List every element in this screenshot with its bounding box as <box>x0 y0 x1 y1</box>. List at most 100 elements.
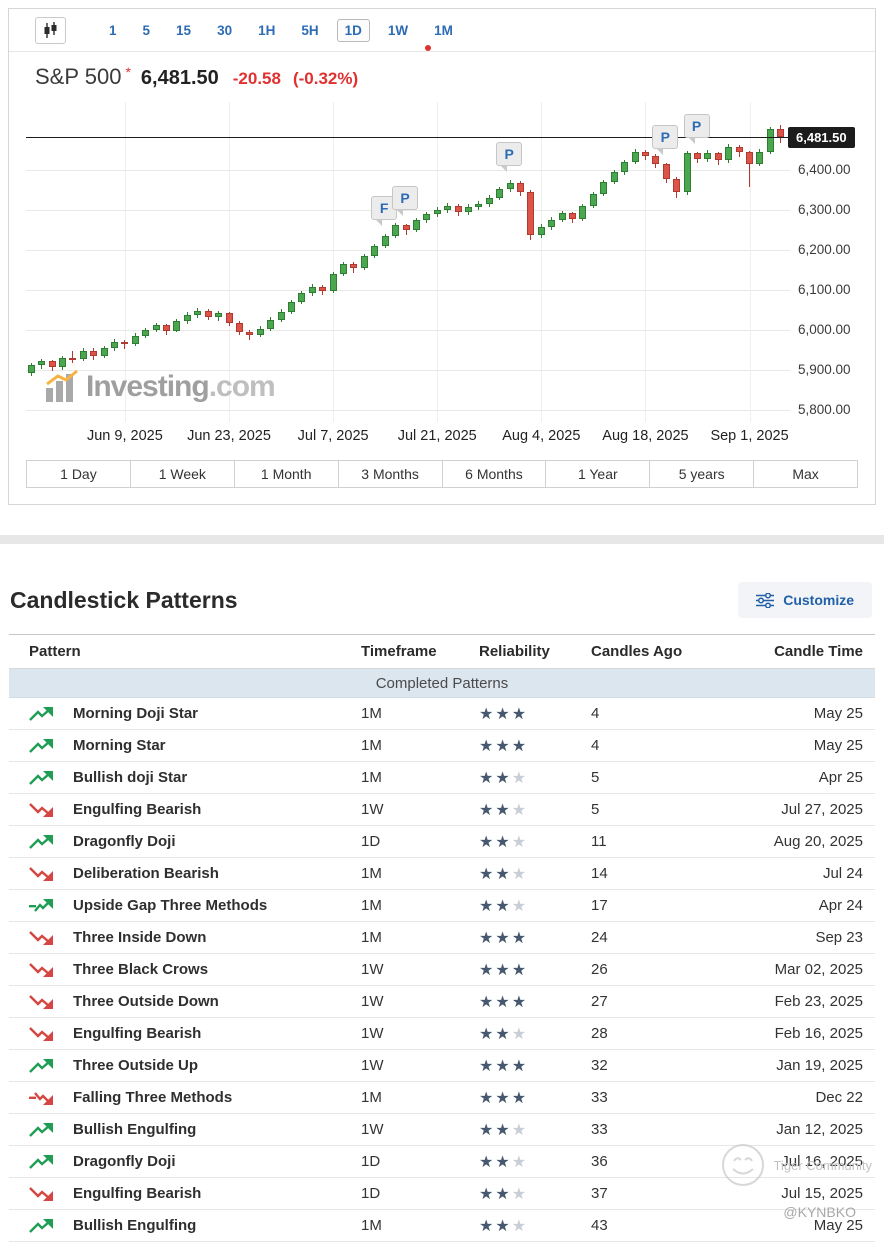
pattern-row[interactable]: Engulfing Bearish 1W ★★★ 28 Feb 16, 2025 <box>9 1018 875 1050</box>
candle-body <box>485 198 493 204</box>
pattern-flag-p[interactable]: P <box>652 124 679 155</box>
range-3-months[interactable]: 3 Months <box>337 460 443 488</box>
star-icon: ★ <box>479 961 496 979</box>
candle-body <box>267 319 275 330</box>
range-1-month[interactable]: 1 Month <box>233 460 339 488</box>
star-icon: ★ <box>495 897 512 915</box>
price-axis-label: 6,100.00 <box>798 282 851 297</box>
interval-1d[interactable]: 1D <box>336 18 370 42</box>
investing-watermark: Investing .com <box>44 370 276 404</box>
interval-5h[interactable]: 5H <box>301 22 319 38</box>
pattern-flag-p[interactable]: P <box>496 141 523 172</box>
pattern-row[interactable]: Engulfing Bearish 1W ★★★ 5 Jul 27, 2025 <box>9 794 875 826</box>
candle-body <box>183 314 191 322</box>
pattern-row[interactable]: Falling Three Methods 1M ★★★ 33 Dec 22 <box>9 1082 875 1114</box>
star-icon: ★ <box>479 737 496 755</box>
pattern-row[interactable]: Three Inside Down 1M ★★★ 24 Sep 23 <box>9 922 875 954</box>
interval-15[interactable]: 15 <box>176 22 192 38</box>
pattern-row[interactable]: Three Black Crows 1W ★★★ 26 Mar 02, 2025 <box>9 954 875 986</box>
candle-body <box>69 358 77 360</box>
pattern-name[interactable]: Dragonfly Doji <box>73 833 176 850</box>
interval-1w[interactable]: 1W <box>387 22 409 38</box>
pattern-name[interactable]: Three Black Crows <box>73 961 209 978</box>
pattern-timeframe: 1W <box>361 1121 384 1138</box>
pattern-name[interactable]: Bullish Engulfing <box>73 1121 197 1138</box>
candle-time: Jul 27, 2025 <box>781 801 863 818</box>
candle-body <box>58 358 66 367</box>
candle-body <box>641 151 649 156</box>
interval-list: 1 5 15 30 1H 5H 1D 1W 1M <box>96 18 466 42</box>
pattern-name[interactable]: Bullish Engulfing <box>73 1217 197 1234</box>
pattern-flag-p[interactable]: P <box>683 113 710 144</box>
pattern-row[interactable]: Bullish Engulfing 1M ★★★ 43 May 25 <box>9 1210 875 1242</box>
pattern-row[interactable]: Three Outside Up 1W ★★★ 32 Jan 19, 2025 <box>9 1050 875 1082</box>
pattern-name[interactable]: Engulfing Bearish <box>73 1185 202 1202</box>
candles-ago: 36 <box>591 1153 608 1170</box>
customize-button[interactable]: Customize <box>738 582 872 618</box>
candle-body <box>350 264 358 268</box>
date-axis-label: Aug 4, 2025 <box>502 428 581 444</box>
candles-ago: 37 <box>591 1185 608 1202</box>
interval-5[interactable]: 5 <box>142 22 151 38</box>
pattern-name[interactable]: Engulfing Bearish <box>73 801 202 818</box>
pattern-row[interactable]: Morning Doji Star 1M ★★★ 4 May 25 <box>9 698 875 730</box>
pattern-name[interactable]: Dragonfly Doji <box>73 1153 176 1170</box>
interval-1m[interactable]: 1M <box>434 22 453 38</box>
pattern-name[interactable]: Morning Star <box>73 737 166 754</box>
star-icon: ★ <box>511 1217 529 1235</box>
pattern-row[interactable]: Engulfing Bearish 1D ★★★ 37 Jul 15, 2025 <box>9 1178 875 1210</box>
range-buttons: 1 Day 1 Week 1 Month 3 Months 6 Months 1 Year… <box>26 460 858 488</box>
candle-body <box>215 313 223 318</box>
candle-time: Feb 23, 2025 <box>774 993 863 1010</box>
pattern-name[interactable]: Three Inside Down <box>73 929 207 946</box>
bearish-pattern-icon <box>29 1186 73 1202</box>
candles-ago: 27 <box>591 993 608 1010</box>
candle-wick <box>249 330 251 340</box>
reliability-stars: ★★★ <box>479 800 591 820</box>
pattern-flag-p[interactable]: P <box>392 185 418 216</box>
pattern-name[interactable]: Falling Three Methods <box>73 1089 233 1106</box>
date-axis-label: Jul 21, 2025 <box>397 428 477 444</box>
pattern-name[interactable]: Three Outside Down <box>73 993 219 1010</box>
pattern-name[interactable]: Bullish doji Star <box>73 769 188 786</box>
interval-1h[interactable]: 1H <box>258 22 276 38</box>
pattern-name[interactable]: Three Outside Up <box>73 1057 199 1074</box>
range-1-week[interactable]: 1 Week <box>129 460 235 488</box>
pattern-row[interactable]: Dragonfly Doji 1D ★★★ 11 Aug 20, 2025 <box>9 826 875 858</box>
pattern-row[interactable]: Morning Star 1M ★★★ 4 May 25 <box>9 730 875 762</box>
pattern-row[interactable]: Three Outside Down 1W ★★★ 27 Feb 23, 2025 <box>9 986 875 1018</box>
range-6-months[interactable]: 6 Months <box>441 460 547 488</box>
candle-body <box>142 330 150 336</box>
star-icon: ★ <box>511 1025 529 1043</box>
candles-ago: 32 <box>591 1057 608 1074</box>
patterns-rows: Morning Doji Star 1M ★★★ 4 May 25 Morning Sta… <box>9 698 875 1242</box>
star-icon: ★ <box>511 1153 529 1171</box>
range-1-year[interactable]: 1 Year <box>545 460 651 488</box>
pattern-name[interactable]: Upside Gap Three Methods <box>73 897 268 914</box>
pattern-row[interactable]: Deliberation Bearish 1M ★★★ 14 Jul 24 <box>9 858 875 890</box>
candle-time: Jan 19, 2025 <box>776 1057 863 1074</box>
pattern-row[interactable]: Upside Gap Three Methods 1M ★★★ 17 Apr 24 <box>9 890 875 922</box>
pattern-timeframe: 1M <box>361 737 382 754</box>
v-gridline <box>333 102 335 422</box>
investing-watermark-suffix: .com <box>208 370 276 403</box>
v-gridline <box>541 102 543 422</box>
interval-1[interactable]: 1 <box>109 22 117 38</box>
pattern-row[interactable]: Bullish doji Star 1M ★★★ 5 Apr 25 <box>9 762 875 794</box>
pattern-name[interactable]: Morning Doji Star <box>73 705 198 722</box>
candle-body <box>621 162 629 173</box>
pattern-row[interactable]: Dragonfly Doji 1D ★★★ 36 Jul 16, 2025 <box>9 1146 875 1178</box>
pattern-name[interactable]: Engulfing Bearish <box>73 1025 202 1042</box>
star-icon: ★ <box>479 801 496 819</box>
pattern-name[interactable]: Deliberation Bearish <box>73 865 219 882</box>
star-icon: ★ <box>511 801 529 819</box>
candle-body <box>475 204 483 207</box>
star-icon: ★ <box>495 993 512 1011</box>
pattern-row[interactable]: Bullish Engulfing 1W ★★★ 33 Jan 12, 2025 <box>9 1114 875 1146</box>
range-5-years[interactable]: 5 years <box>649 460 755 488</box>
range-max[interactable]: Max <box>753 460 858 488</box>
interval-30[interactable]: 30 <box>217 22 233 38</box>
chart-type-button[interactable] <box>35 16 66 44</box>
range-1-day[interactable]: 1 Day <box>26 460 131 488</box>
